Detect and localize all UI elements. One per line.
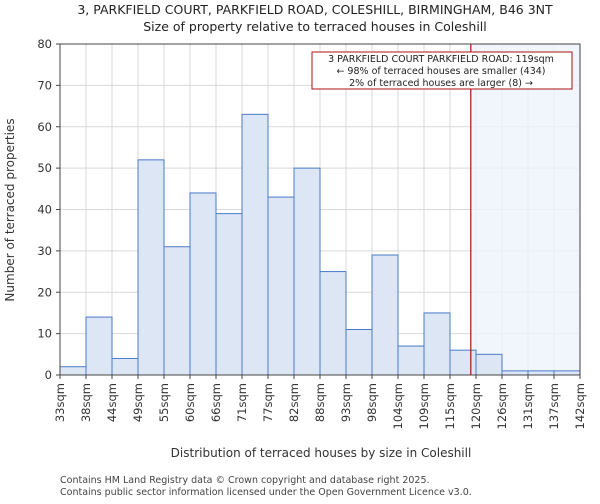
x-tick-label: 104sqm	[391, 383, 405, 429]
y-tick-label: 10	[37, 327, 52, 341]
y-tick-label: 60	[37, 120, 52, 134]
histogram-bar	[85, 316, 113, 376]
x-tick-label: 77sqm	[261, 383, 275, 422]
y-tick-label: 0	[45, 368, 52, 382]
y-tick-label: 30	[37, 244, 52, 258]
larger-properties-region	[470, 44, 580, 375]
annotation-line-1: 3 PARKFIELD COURT PARKFIELD ROAD: 119sqm	[328, 54, 554, 65]
histogram-bar	[267, 196, 295, 376]
histogram-bar	[475, 353, 503, 376]
annotation-box: 3 PARKFIELD COURT PARKFIELD ROAD: 119sqm…	[311, 51, 573, 90]
x-tick-label: 66sqm	[209, 383, 223, 422]
x-tick-label: 115sqm	[443, 383, 457, 429]
histogram-bar	[137, 159, 165, 376]
histogram-bar	[449, 349, 477, 376]
x-tick-label: 126sqm	[495, 383, 509, 429]
y-tick-label: 40	[37, 203, 52, 217]
chart-title: 3, PARKFIELD COURT, PARKFIELD ROAD, COLE…	[77, 2, 553, 17]
histogram-bar	[527, 370, 555, 376]
annotation-line-3: 2% of terraced houses are larger (8) →	[349, 78, 533, 89]
histogram-bar	[163, 246, 191, 376]
x-tick-label: 71sqm	[235, 383, 249, 422]
y-tick-label: 80	[37, 37, 52, 51]
y-tick-label: 50	[37, 161, 52, 175]
x-tick-label: 109sqm	[417, 383, 431, 429]
annotation-border	[311, 51, 573, 90]
x-tick-label: 49sqm	[131, 383, 145, 422]
x-tick-label: 33sqm	[53, 383, 67, 422]
histogram-bar	[189, 192, 217, 376]
x-axis-title: Distribution of terraced houses by size …	[171, 446, 472, 460]
annotation-line-2: ← 98% of terraced houses are smaller (43…	[336, 66, 545, 77]
histogram-bar	[501, 370, 529, 376]
y-axis-title: Number of terraced properties	[3, 118, 17, 301]
y-tick-label: 20	[37, 285, 52, 299]
x-tick-label: 131sqm	[521, 383, 535, 429]
x-tick-label: 55sqm	[157, 383, 171, 422]
x-tick-label: 60sqm	[183, 383, 197, 422]
x-tick-label: 93sqm	[339, 383, 353, 422]
histogram-bar	[553, 370, 581, 376]
histogram-bar	[345, 328, 373, 376]
chart-subtitle: Size of property relative to terraced ho…	[143, 19, 487, 34]
x-tick-label: 98sqm	[365, 383, 379, 422]
y-tick-label: 70	[37, 78, 52, 92]
x-axis-ticks: 33sqm 38sqm 44sqm 49sqm 55sqm 60sqm 66sqm 71sqm…	[53, 375, 587, 429]
histogram-bar	[397, 345, 425, 376]
histogram-bar	[241, 113, 269, 376]
footer-licence: Contains public sector information licen…	[60, 487, 472, 498]
x-tick-label: 142sqm	[573, 383, 587, 429]
y-axis-ticks: 0 10 20 30 40 50 60 70 80	[37, 37, 60, 382]
x-tick-label: 44sqm	[105, 383, 119, 422]
x-tick-label: 120sqm	[469, 383, 483, 429]
histogram-bar	[215, 213, 243, 376]
histogram-bar	[319, 271, 347, 376]
x-tick-label: 38sqm	[79, 383, 93, 422]
x-tick-label: 82sqm	[287, 383, 301, 422]
bar-layer	[59, 113, 581, 376]
histogram-bar	[423, 312, 451, 376]
histogram-bar	[111, 357, 139, 376]
histogram-bar	[293, 167, 321, 376]
x-tick-label: 88sqm	[313, 383, 327, 422]
histogram-bar	[59, 366, 87, 376]
footer-copyright: Contains HM Land Registry data © Crown c…	[60, 475, 430, 486]
histogram-bar	[371, 254, 399, 376]
x-tick-label: 137sqm	[547, 383, 561, 429]
